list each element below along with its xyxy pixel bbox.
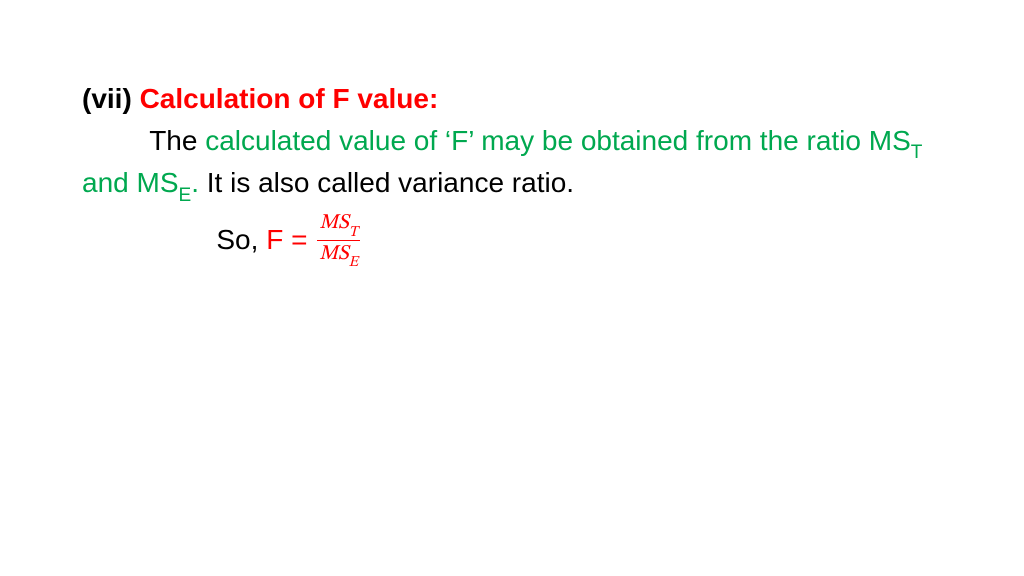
numerator-main: MS [319,212,348,233]
fraction-denominator: MSE [317,240,360,268]
formula-f-equals: F = [266,224,315,255]
denominator-sub: E [349,254,358,270]
denominator-main: MS [319,243,348,264]
para-green-period: . [191,167,199,198]
formula-fraction: MST MSE [317,212,360,268]
para-lead: The [149,125,205,156]
body-paragraph: The calculated value of ‘F’ may be obtai… [82,122,952,207]
slide-content: (vii) Calculation of F value: The calcul… [82,80,952,268]
para-tail: It is also called variance ratio. [199,167,574,198]
formula-so: So, [216,224,266,255]
slide: (vii) Calculation of F value: The calcul… [0,0,1024,576]
formula-lead-wrap: So, F = [82,221,315,259]
fraction-numerator: MST [317,212,360,239]
heading-numeral: (vii) [82,83,140,114]
para-green-mid: and MS [82,167,179,198]
para-sub-t: T [911,142,923,163]
para-sub-e: E [179,185,192,206]
heading-title: Calculation of F value: [140,83,439,114]
section-heading: (vii) Calculation of F value: [82,80,952,118]
numerator-sub: T [349,224,358,240]
formula-line: So, F = MST MSE [82,212,952,268]
para-green-1: calculated value of ‘F’ may be obtained … [205,125,911,156]
